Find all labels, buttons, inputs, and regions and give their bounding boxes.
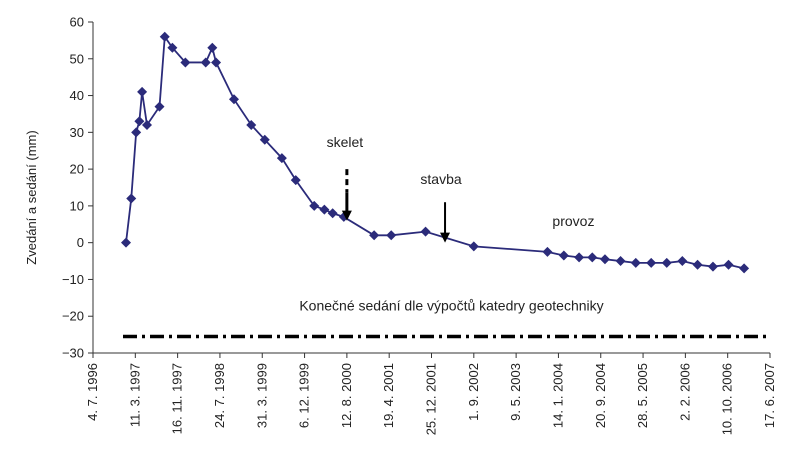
x-tick-label: 12. 8. 2000: [339, 363, 354, 428]
annotation-stavba: stavba: [420, 171, 461, 187]
x-tick-label: 20. 9. 2004: [593, 363, 608, 428]
x-tick-label: 31. 3. 1999: [254, 363, 269, 428]
reference-label: Konečné sedání dle výpočtů katedry geote…: [299, 298, 603, 314]
data-point: [290, 175, 301, 186]
data-point: [126, 193, 137, 204]
data-point: [661, 257, 672, 268]
data-point: [319, 204, 330, 215]
data-point: [131, 127, 142, 138]
data-point: [558, 250, 569, 261]
data-point: [599, 254, 610, 265]
arrows-layer: [341, 169, 451, 243]
data-point: [692, 259, 703, 270]
data-point: [137, 86, 148, 97]
data-point: [723, 259, 734, 270]
x-tick-label: 6. 12. 1999: [297, 363, 312, 428]
x-tick-label: 10. 10. 2006: [720, 363, 735, 435]
x-tick-label: 14. 1. 2004: [550, 363, 565, 428]
y-tick-label: −20: [62, 309, 84, 324]
y-tick-label: 50: [70, 51, 84, 66]
data-point: [542, 246, 553, 257]
x-tick-label: 19. 4. 2001: [381, 363, 396, 428]
x-ticks: 4. 7. 1996 11. 3. 1997 16. 11. 1997 24. 7. …: [85, 353, 777, 435]
data-point: [276, 153, 287, 164]
x-tick-label: 1. 9. 2002: [466, 363, 481, 421]
y-tick-label: 40: [70, 88, 84, 103]
data-point: [246, 119, 257, 130]
y-axis-title: Zvedání a sedání (mm): [24, 130, 39, 264]
series-layer: [121, 31, 750, 274]
y-tick-label: 10: [70, 198, 84, 213]
data-point: [154, 101, 165, 112]
x-tick-label: 24. 7. 1998: [212, 363, 227, 428]
data-point: [167, 42, 178, 53]
data-point: [207, 42, 218, 53]
data-point: [707, 261, 718, 272]
data-point: [677, 256, 688, 267]
x-tick-label: 28. 5. 2005: [635, 363, 650, 428]
annotation-provoz: provoz: [552, 213, 594, 229]
series-line: [125, 34, 745, 270]
data-point: [200, 57, 211, 68]
data-point: [134, 116, 145, 127]
data-point: [587, 252, 598, 263]
data-point: [646, 257, 657, 268]
arrow-skelet: [341, 169, 352, 221]
y-tick-label: −10: [62, 272, 84, 287]
x-tick-label: 11. 3. 1997: [127, 363, 142, 427]
x-tick-label: 2. 2. 2006: [677, 363, 692, 421]
data-point: [468, 241, 479, 252]
data-point: [327, 208, 338, 219]
data-point: [309, 200, 320, 211]
data-point: [420, 226, 431, 237]
data-point: [739, 263, 750, 274]
data-point: [369, 230, 380, 241]
data-point: [574, 252, 585, 263]
x-tick-label: 4. 7. 1996: [85, 363, 100, 421]
annotation-skelet: skelet: [327, 134, 364, 150]
x-tick-label: 25. 12. 2001: [424, 363, 439, 435]
x-tick-label: 17. 6. 2007: [762, 363, 777, 428]
data-point: [159, 31, 170, 42]
data-point: [180, 57, 191, 68]
x-tick-label: 16. 11. 1997: [170, 363, 185, 434]
data-point: [141, 119, 152, 130]
y-ticks: 60 50 40 30 20 10 0 −10 −20 −30: [62, 15, 93, 361]
data-point: [386, 230, 397, 241]
reference-label-background: [231, 295, 672, 318]
y-tick-label: 60: [70, 15, 84, 30]
data-point: [228, 94, 239, 105]
data-point: [630, 257, 641, 268]
arrow-stavba: [440, 202, 451, 243]
y-tick-label: −30: [62, 346, 84, 361]
y-tick-label: 0: [77, 235, 84, 250]
data-point: [615, 256, 626, 267]
x-tick-label: 9. 5. 2003: [508, 363, 523, 421]
data-point: [259, 134, 270, 145]
y-tick-label: 30: [70, 125, 84, 140]
data-point: [121, 237, 132, 248]
y-tick-label: 20: [70, 162, 84, 177]
data-point: [211, 57, 222, 68]
